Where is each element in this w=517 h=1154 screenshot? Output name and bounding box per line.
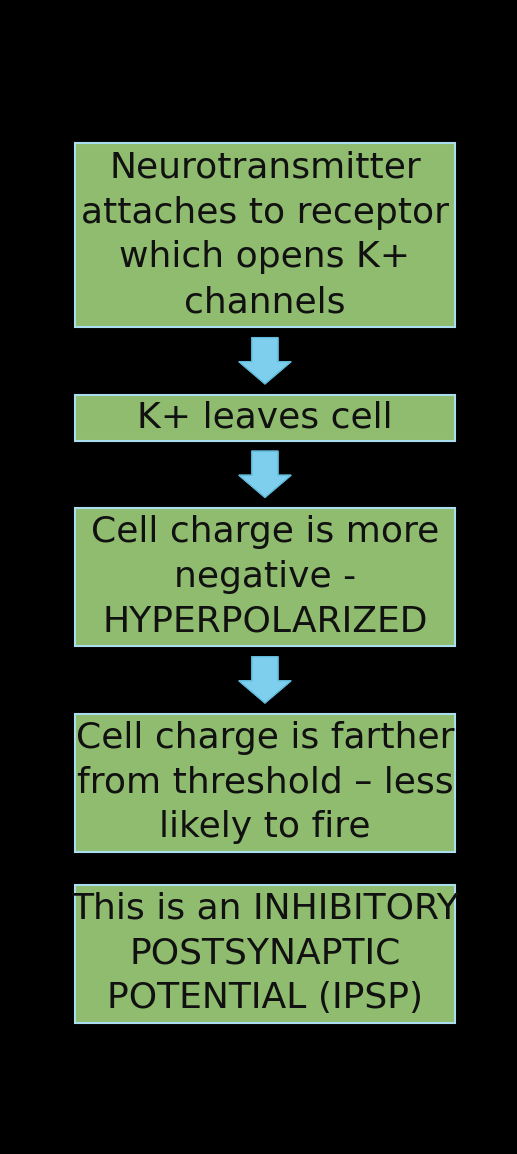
Polygon shape [239, 657, 291, 703]
Text: This is an INHIBITORY
POSTSYNAPTIC
POTENTIAL (IPSP): This is an INHIBITORY POSTSYNAPTIC POTEN… [71, 892, 459, 1016]
Text: Cell charge is farther
from threshold – less
likely to fire: Cell charge is farther from threshold – … [75, 721, 454, 845]
Bar [74, 885, 455, 1022]
Text: Cell charge is more
negative -
HYPERPOLARIZED: Cell charge is more negative - HYPERPOLA… [91, 516, 439, 639]
Polygon shape [239, 338, 291, 384]
Bar [74, 143, 455, 327]
Text: Neurotransmitter
attaches to receptor
which opens K+
channels: Neurotransmitter attaches to receptor wh… [81, 151, 449, 320]
Text: K+ leaves cell: K+ leaves cell [137, 400, 393, 435]
Polygon shape [239, 451, 291, 497]
Bar [74, 713, 455, 852]
Bar [74, 508, 455, 646]
Bar [74, 395, 455, 441]
